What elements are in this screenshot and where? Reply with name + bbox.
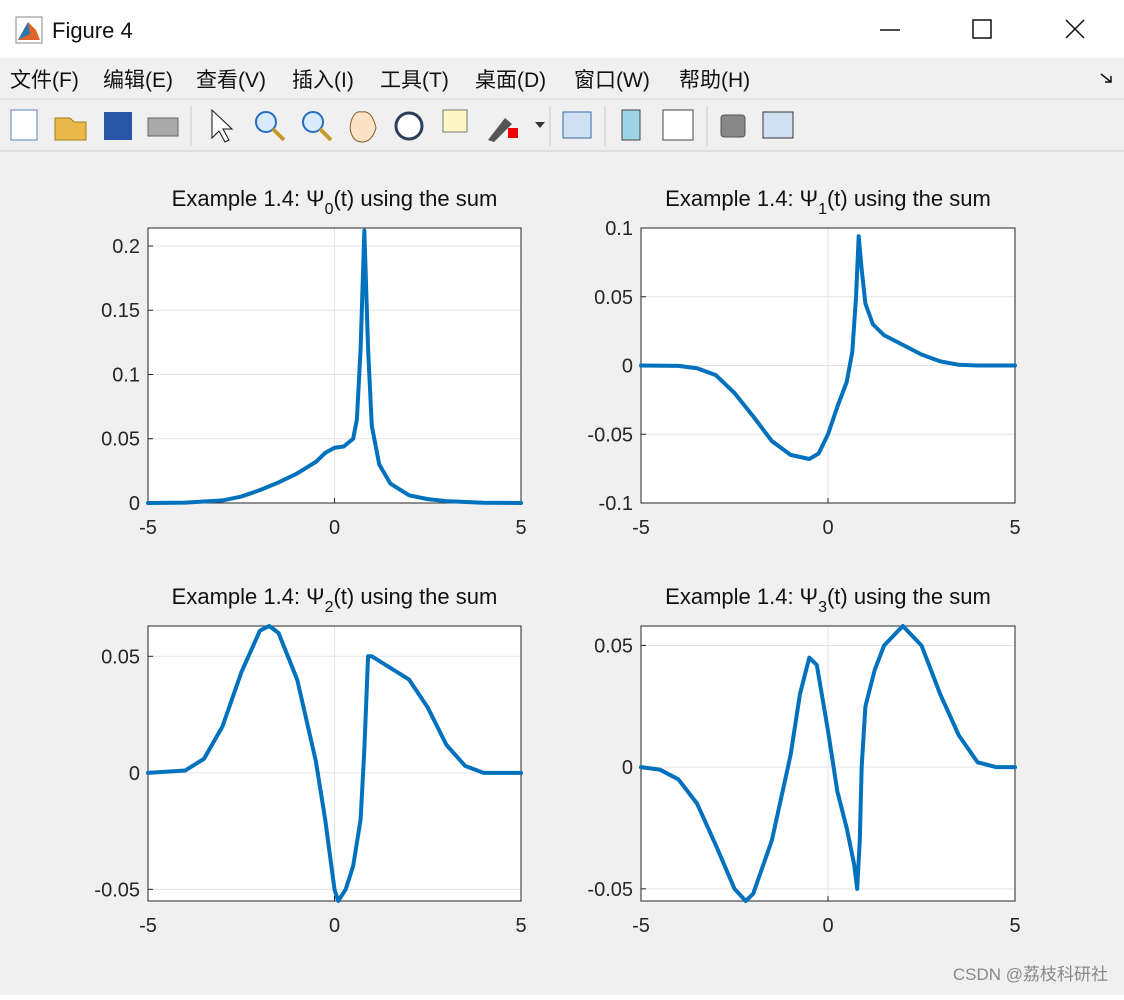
rotate-icon[interactable] <box>394 111 424 141</box>
dock-arrow[interactable] <box>1100 73 1112 83</box>
y-tick-label: -0.05 <box>587 879 633 901</box>
y-tick-label: 0.2 <box>112 236 140 258</box>
title-part: Example 1.4: Ψ <box>665 584 818 609</box>
watermark: CSDN @荔枝科研社 <box>953 965 1108 984</box>
y-tick-label: 0 <box>622 757 633 779</box>
title-part: 1 <box>818 201 827 218</box>
y-tick-label: -0.05 <box>94 879 140 901</box>
data-line <box>146 228 523 505</box>
chart-title: Example 1.4: Ψ1(t) using the sum <box>665 186 991 218</box>
axes-box <box>147 625 522 902</box>
menu-item[interactable]: 桌面(D) <box>475 69 546 92</box>
y-tick-label: 0.15 <box>101 300 140 322</box>
x-tick-label: -5 <box>632 517 650 539</box>
y-tick-label: 0.05 <box>594 287 633 309</box>
menu-item[interactable]: 插入(I) <box>292 69 354 92</box>
axes-box <box>147 227 522 504</box>
data-line <box>146 624 523 903</box>
title-part: (t) using the sum <box>333 186 497 211</box>
y-tick-label: 0.05 <box>101 429 140 451</box>
app-icon <box>15 16 43 44</box>
menu-item[interactable]: 窗口(W) <box>574 69 650 92</box>
y-tick-label: 0 <box>622 356 633 378</box>
x-tick-label: -5 <box>139 517 157 539</box>
title-part: (t) using the sum <box>333 584 497 609</box>
chart-title: Example 1.4: Ψ3(t) using the sum <box>665 584 991 616</box>
title-part: Example 1.4: Ψ <box>172 186 325 211</box>
legend-icon[interactable] <box>662 109 694 141</box>
chart-title: Example 1.4: Ψ0(t) using the sum <box>172 186 498 218</box>
maximize-button[interactable] <box>972 19 992 39</box>
y-tick-label: 0.05 <box>594 635 633 657</box>
zoom-in-icon[interactable] <box>255 111 277 133</box>
new-icon[interactable] <box>10 109 38 141</box>
title-part: 3 <box>818 599 827 616</box>
pan-icon[interactable] <box>349 111 377 143</box>
title-part: 0 <box>325 201 334 218</box>
title-part: (t) using the sum <box>827 186 991 211</box>
window-title: Figure 4 <box>52 18 133 43</box>
y-tick-label: 0 <box>129 763 140 785</box>
menu-item[interactable]: 帮助(H) <box>679 69 750 92</box>
x-tick-label: 0 <box>822 915 833 937</box>
data-line <box>639 624 1017 903</box>
colorbar-icon[interactable] <box>621 109 641 141</box>
menu-item[interactable]: 文件(F) <box>10 69 79 92</box>
x-tick-label: 5 <box>515 915 526 937</box>
link-icon[interactable] <box>562 111 592 139</box>
title-part: 2 <box>325 599 334 616</box>
x-tick-label: 5 <box>515 517 526 539</box>
title-part: Example 1.4: Ψ <box>665 186 818 211</box>
x-tick-label: 5 <box>1009 517 1020 539</box>
pointer-icon[interactable] <box>211 108 234 143</box>
menu-item[interactable]: 查看(V) <box>196 69 266 92</box>
title-bar <box>0 0 1124 58</box>
hide-tools-icon[interactable] <box>720 114 746 138</box>
close-button[interactable] <box>1065 19 1085 39</box>
y-tick-label: -0.05 <box>587 424 633 446</box>
x-tick-label: 0 <box>822 517 833 539</box>
y-tick-label: 0.05 <box>101 646 140 668</box>
data-line <box>639 234 1017 461</box>
title-part: Example 1.4: Ψ <box>172 584 325 609</box>
chart-title: Example 1.4: Ψ2(t) using the sum <box>172 584 498 616</box>
data-cursor-icon[interactable] <box>442 109 468 133</box>
save-icon[interactable] <box>104 112 132 140</box>
y-tick-label: 0.1 <box>112 364 140 386</box>
x-tick-label: -5 <box>139 915 157 937</box>
axes-box <box>640 625 1016 902</box>
y-tick-label: -0.1 <box>599 493 633 515</box>
menu-item[interactable]: 编辑(E) <box>103 69 173 92</box>
x-tick-label: 0 <box>329 915 340 937</box>
title-part: (t) using the sum <box>827 584 991 609</box>
x-tick-label: 0 <box>329 517 340 539</box>
menu-item[interactable]: 工具(T) <box>380 69 449 92</box>
open-icon[interactable] <box>54 117 87 141</box>
print-icon[interactable] <box>147 117 179 137</box>
x-tick-label: -5 <box>632 915 650 937</box>
zoom-out-icon[interactable] <box>302 111 324 133</box>
menu-bar: 文件(F) 编辑(E) 查看(V) 插入(I) 工具(T) 桌面(D) 窗口(W) 帮助(H) <box>10 69 750 92</box>
brush-icon[interactable] <box>488 118 512 142</box>
x-tick-label: 5 <box>1009 915 1020 937</box>
y-tick-label: 0 <box>129 493 140 515</box>
toolbar <box>10 106 794 146</box>
y-tick-label: 0.1 <box>605 218 633 240</box>
show-tools-icon[interactable] <box>762 111 794 139</box>
